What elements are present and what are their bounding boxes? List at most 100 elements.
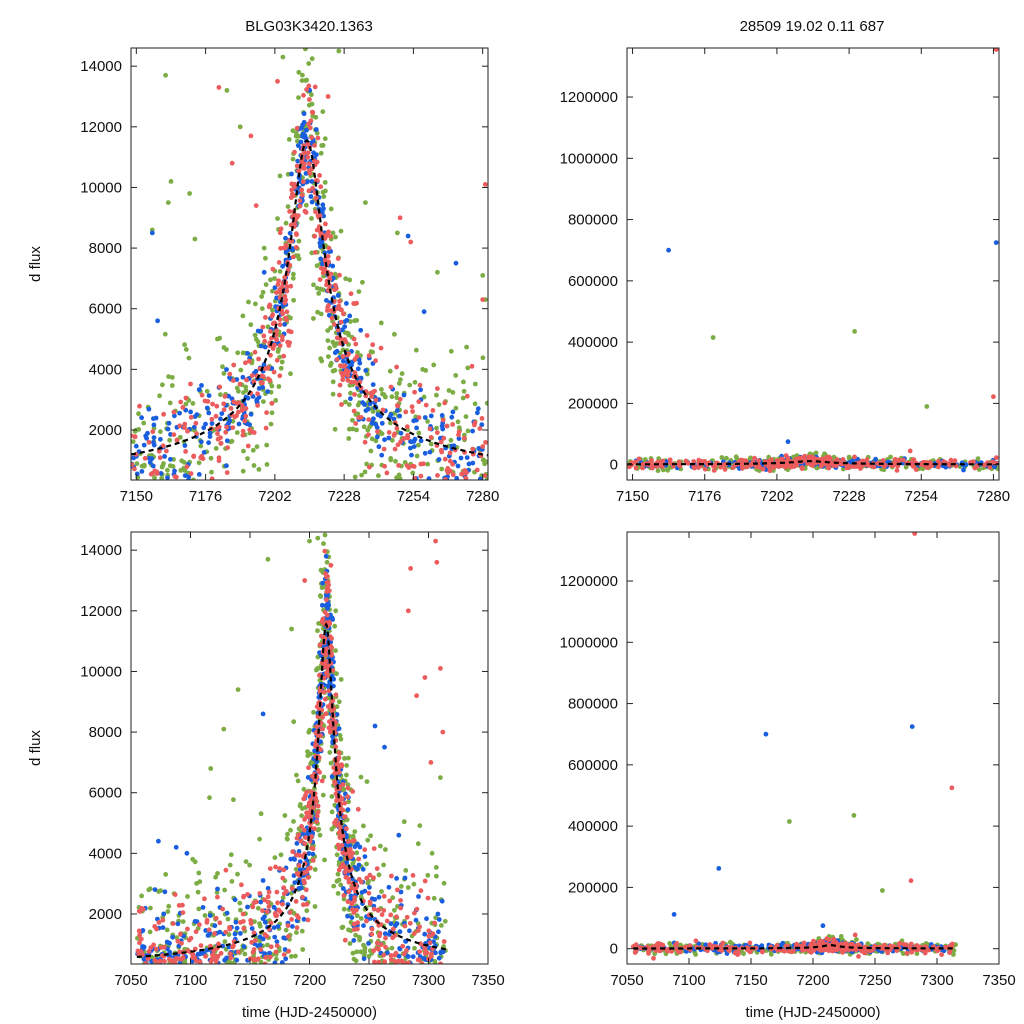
data-point xyxy=(447,458,453,464)
x-tick-label: 7202 xyxy=(258,488,291,505)
data-point xyxy=(845,465,851,470)
data-point xyxy=(193,929,199,935)
data-point xyxy=(277,230,283,236)
data-point xyxy=(361,923,366,928)
data-point xyxy=(200,905,206,910)
data-point xyxy=(799,465,805,470)
data-point xyxy=(676,459,682,465)
data-point xyxy=(237,381,243,387)
data-point xyxy=(139,415,145,421)
data-point xyxy=(283,220,289,226)
data-point xyxy=(264,410,269,415)
data-point xyxy=(341,893,347,898)
data-point xyxy=(287,209,292,214)
data-point xyxy=(210,401,216,407)
data-point xyxy=(317,173,322,178)
data-point xyxy=(131,462,135,467)
outlier-point xyxy=(322,532,328,538)
data-point xyxy=(196,387,202,393)
data-point xyxy=(358,894,364,900)
data-point xyxy=(314,813,320,819)
data-point xyxy=(318,739,323,745)
data-point xyxy=(396,463,401,468)
data-point xyxy=(355,806,361,812)
data-point xyxy=(719,455,725,460)
data-point xyxy=(240,911,246,917)
data-point xyxy=(234,957,240,963)
data-point xyxy=(246,358,252,364)
data-point xyxy=(241,926,247,931)
data-point xyxy=(415,957,421,963)
data-point xyxy=(441,939,447,944)
data-point xyxy=(330,339,336,345)
data-point xyxy=(222,394,228,399)
data-point xyxy=(425,419,430,424)
data-point xyxy=(328,360,334,366)
data-point xyxy=(298,885,304,891)
data-point xyxy=(392,446,398,452)
data-point xyxy=(342,324,348,330)
data-point xyxy=(282,294,288,299)
data-point xyxy=(146,406,152,412)
data-point xyxy=(320,270,326,276)
data-point xyxy=(423,402,429,408)
data-point xyxy=(238,907,243,913)
data-point xyxy=(280,901,285,907)
data-point xyxy=(465,428,471,434)
data-point xyxy=(477,426,483,431)
data-point xyxy=(289,171,294,177)
data-point xyxy=(277,322,283,327)
data-point xyxy=(372,959,377,964)
data-point xyxy=(332,343,338,349)
data-point xyxy=(329,308,334,313)
data-point xyxy=(450,390,456,395)
data-point xyxy=(367,464,372,470)
series-blue xyxy=(633,240,999,473)
data-point xyxy=(244,377,249,383)
data-point xyxy=(404,948,409,953)
outlier-point xyxy=(261,269,267,275)
data-point xyxy=(477,476,483,480)
data-point xyxy=(470,428,475,434)
data-point xyxy=(702,466,708,472)
data-point xyxy=(216,455,222,461)
data-point xyxy=(148,905,153,911)
data-point xyxy=(412,945,417,951)
data-point xyxy=(324,589,330,594)
data-point xyxy=(301,92,306,98)
outlier-point xyxy=(480,273,486,278)
data-point xyxy=(356,876,362,882)
data-point xyxy=(390,926,396,932)
data-point xyxy=(262,338,268,344)
data-point xyxy=(352,474,358,480)
data-point xyxy=(475,410,480,416)
data-point xyxy=(425,872,431,878)
data-point xyxy=(313,742,319,747)
data-point xyxy=(344,772,349,778)
data-point xyxy=(160,917,166,923)
data-point xyxy=(379,912,385,917)
data-point xyxy=(337,733,343,738)
data-point xyxy=(436,402,442,407)
data-point xyxy=(277,866,283,871)
data-point xyxy=(326,688,332,694)
data-point xyxy=(161,461,166,466)
data-point xyxy=(463,414,469,419)
data-point xyxy=(330,263,336,269)
data-point xyxy=(379,387,384,392)
data-point xyxy=(209,416,215,422)
data-point xyxy=(450,472,456,478)
data-point xyxy=(199,383,204,388)
data-point xyxy=(318,184,324,190)
data-point xyxy=(433,915,439,921)
data-point xyxy=(249,373,255,378)
data-point xyxy=(368,448,374,454)
data-point xyxy=(343,874,349,880)
data-point xyxy=(235,871,240,877)
data-point xyxy=(263,282,269,287)
data-point xyxy=(325,254,331,259)
data-point xyxy=(274,357,280,363)
data-point xyxy=(180,902,185,908)
data-point xyxy=(320,189,326,195)
data-point xyxy=(294,841,300,846)
